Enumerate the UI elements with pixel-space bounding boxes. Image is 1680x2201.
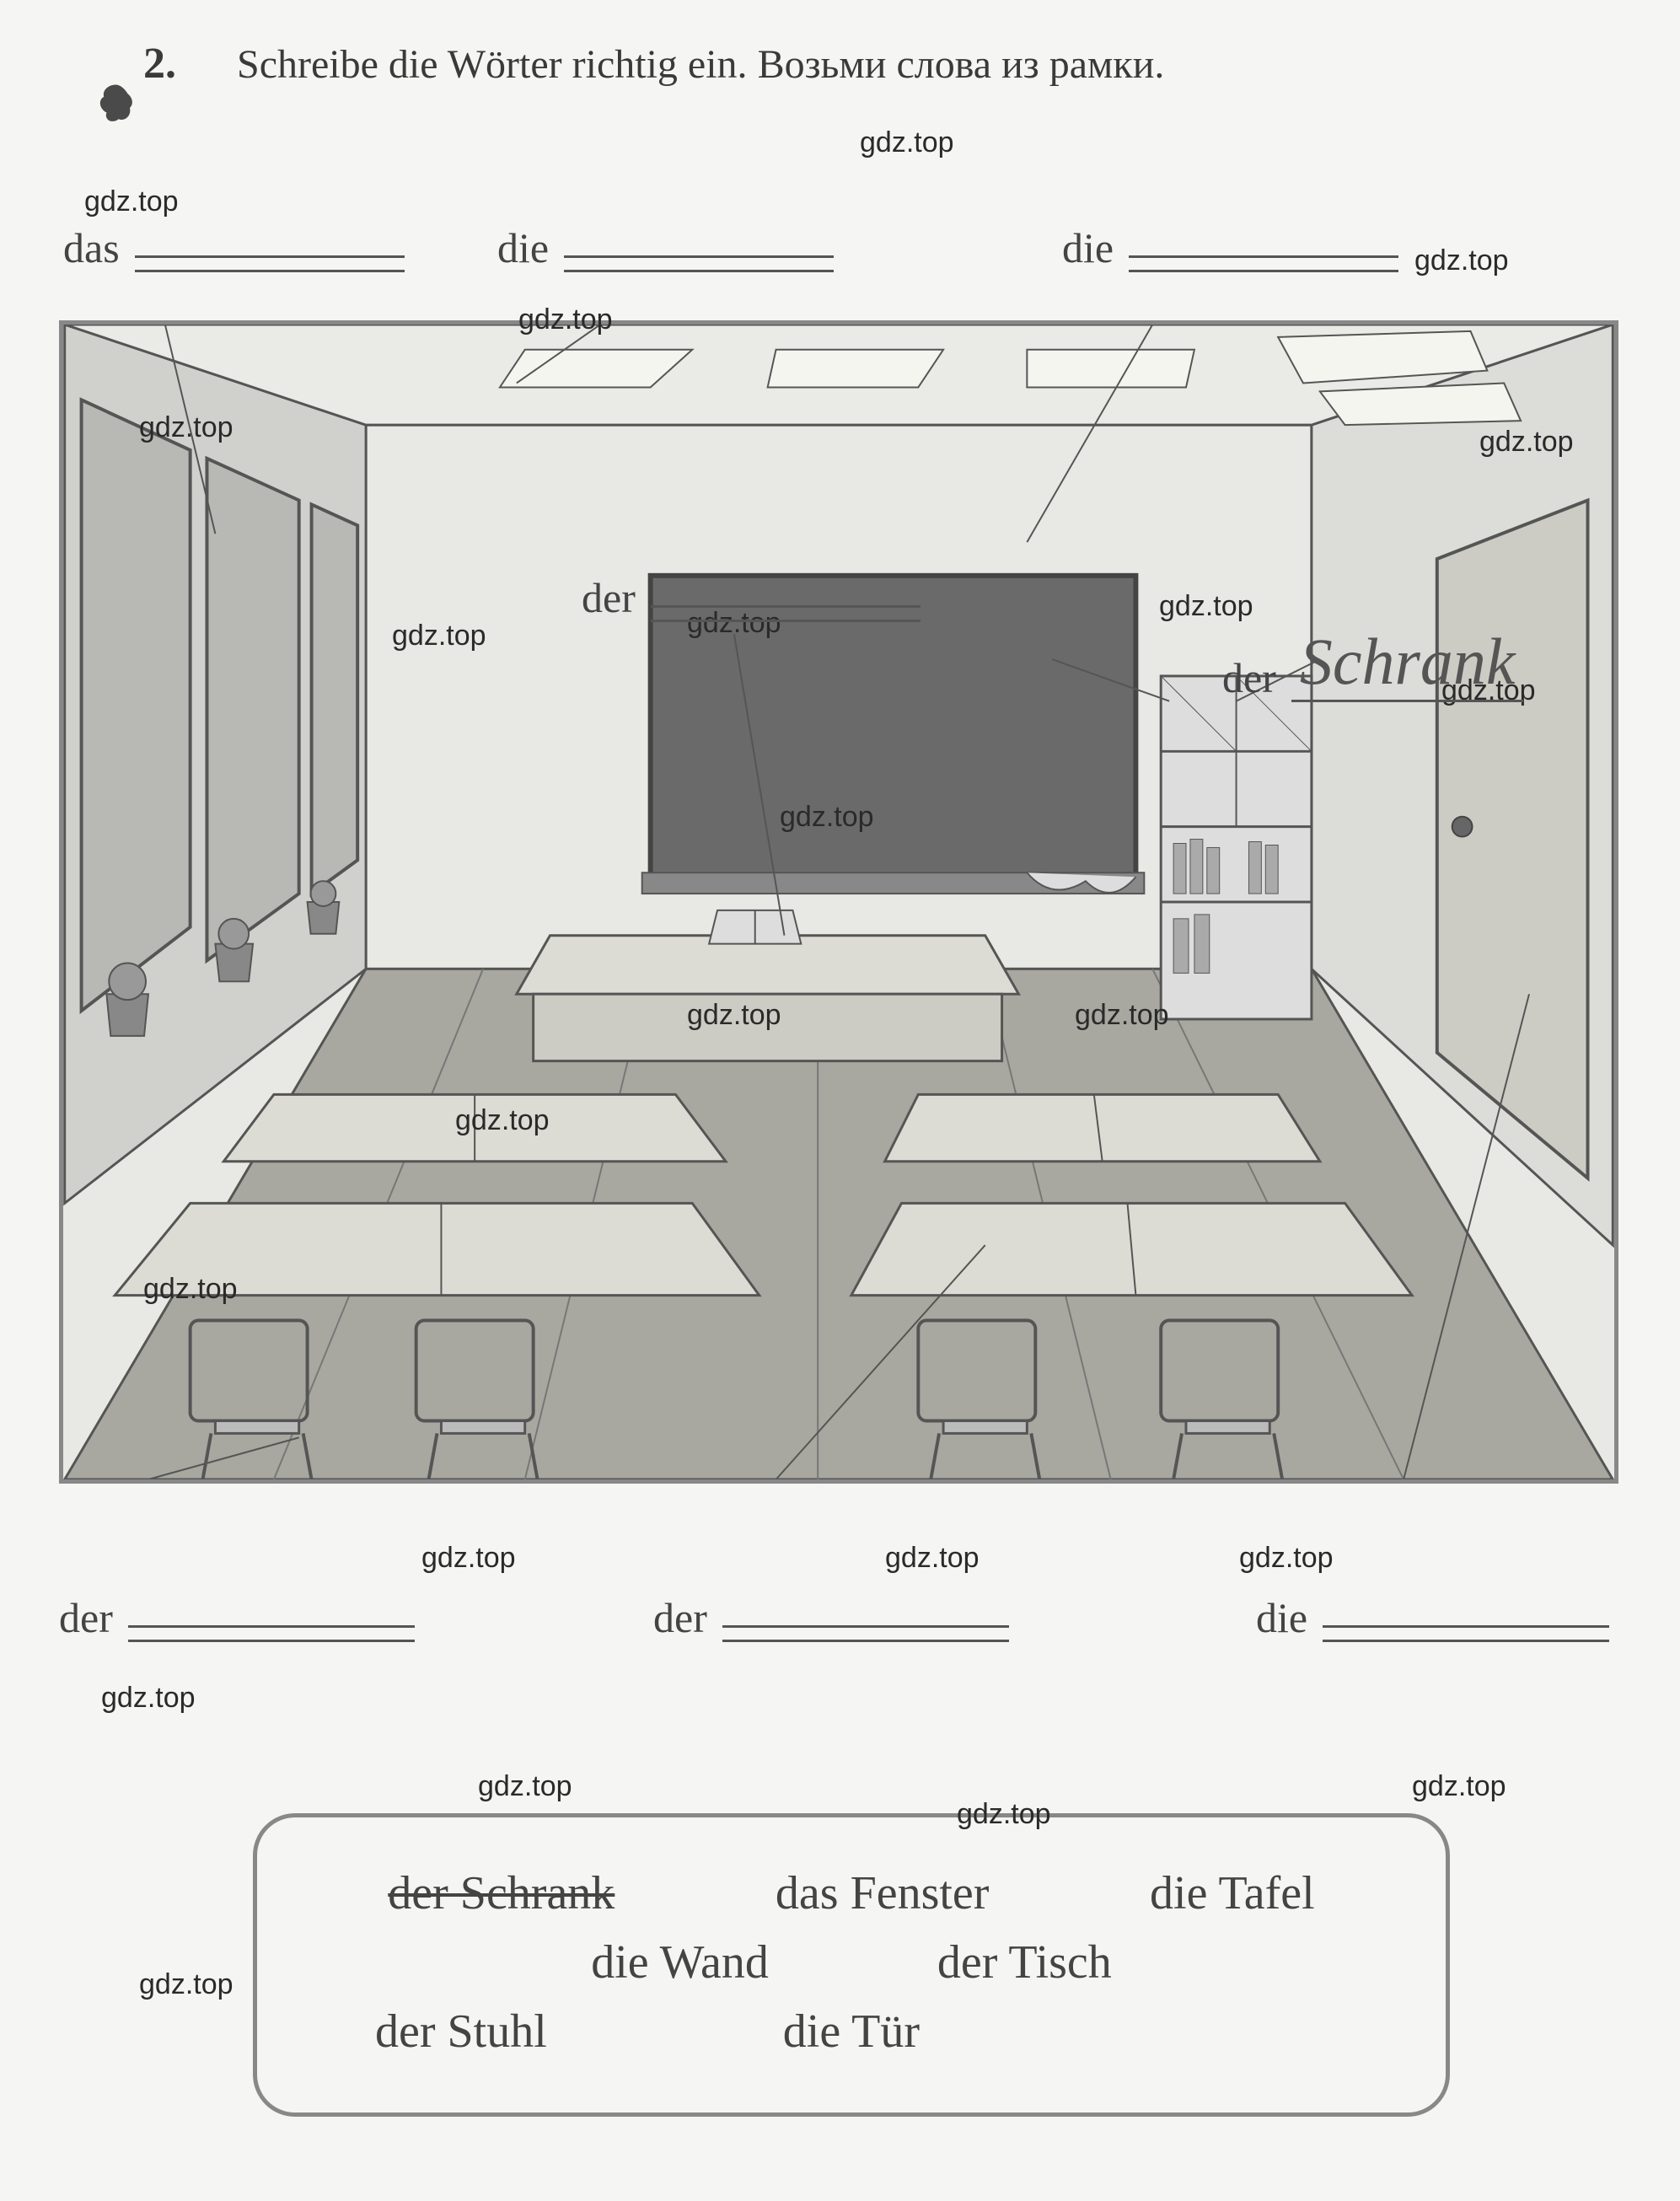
blank-fill[interactable] xyxy=(135,255,405,272)
word-tafel: die Tafel xyxy=(1150,1866,1315,1920)
instruction-text: 2. Schreibe die Wörter richtig ein. Возь… xyxy=(143,34,1613,95)
exercise-number: 2. xyxy=(143,40,176,88)
instruction-german: Schreibe die Wörter richtig ein. xyxy=(237,42,748,87)
watermark-text: gdz.top xyxy=(101,1682,196,1715)
classroom-svg xyxy=(63,325,1614,1479)
watermark-text: gdz.top xyxy=(1412,1770,1506,1803)
word-fenster: das Fenster xyxy=(776,1866,990,1920)
label-bottom-mid[interactable]: der xyxy=(653,1593,1009,1642)
instruction-russian: Возьми слова из рамки. xyxy=(758,42,1165,87)
word-schrank: der Schrank xyxy=(388,1866,615,1920)
blank-fill[interactable] xyxy=(128,1625,415,1642)
blank-fill[interactable] xyxy=(651,605,921,622)
label-top-left[interactable]: das xyxy=(63,223,405,272)
blank-fill[interactable] xyxy=(1323,1625,1609,1642)
blank-fill[interactable] xyxy=(1129,255,1398,272)
watermark-text: gdz.top xyxy=(84,185,179,218)
article-der-schrank: der xyxy=(1222,653,1276,702)
exercise-page: 2. Schreibe die Wörter richtig ein. Возь… xyxy=(0,0,1680,2201)
article-das: das xyxy=(63,223,120,272)
wordbox-row-3: der Stuhl die Tür xyxy=(308,2005,1395,2059)
label-bottom-left[interactable]: der xyxy=(59,1593,415,1642)
word-tisch: der Tisch xyxy=(937,1935,1112,1989)
watermark-text: gdz.top xyxy=(421,1542,516,1575)
article-die: die xyxy=(497,223,549,272)
watermark-text: gdz.top xyxy=(860,126,954,159)
word-stuhl: der Stuhl xyxy=(375,2005,547,2059)
wordbox-row-1: der Schrank das Fenster die Tafel xyxy=(308,1866,1395,1920)
word-tuer: die Tür xyxy=(783,2005,920,2059)
watermark-text: gdz.top xyxy=(1239,1542,1334,1575)
watermark-text: gdz.top xyxy=(1414,244,1509,277)
classroom-illustration xyxy=(59,320,1618,1484)
blank-fill[interactable] xyxy=(722,1625,1009,1642)
label-top-mid[interactable]: die xyxy=(497,223,834,272)
blank-fill[interactable] xyxy=(564,255,834,272)
article-der-bm: der xyxy=(653,1593,707,1642)
word-box: der Schrank das Fenster die Tafel die Wa… xyxy=(253,1813,1450,2117)
watermark-text: gdz.top xyxy=(478,1770,572,1803)
article-die-br: die xyxy=(1256,1593,1307,1642)
wordbox-row-2: die Wand der Tisch xyxy=(308,1935,1395,1989)
label-bottom-right[interactable]: die xyxy=(1256,1593,1609,1642)
watermark-text: gdz.top xyxy=(885,1542,980,1575)
word-wand: die Wand xyxy=(591,1935,769,1989)
answer-schrank: Schrank xyxy=(1291,624,1524,702)
ink-blot-icon xyxy=(93,80,139,126)
article-der-bl: der xyxy=(59,1593,113,1642)
label-inner-der[interactable]: der xyxy=(582,573,921,622)
label-schrank: der Schrank xyxy=(1222,624,1523,702)
article-die: die xyxy=(1062,223,1114,272)
article-der: der xyxy=(582,573,636,622)
watermark-text: gdz.top xyxy=(139,1968,233,2001)
label-top-right[interactable]: die xyxy=(1062,223,1398,272)
